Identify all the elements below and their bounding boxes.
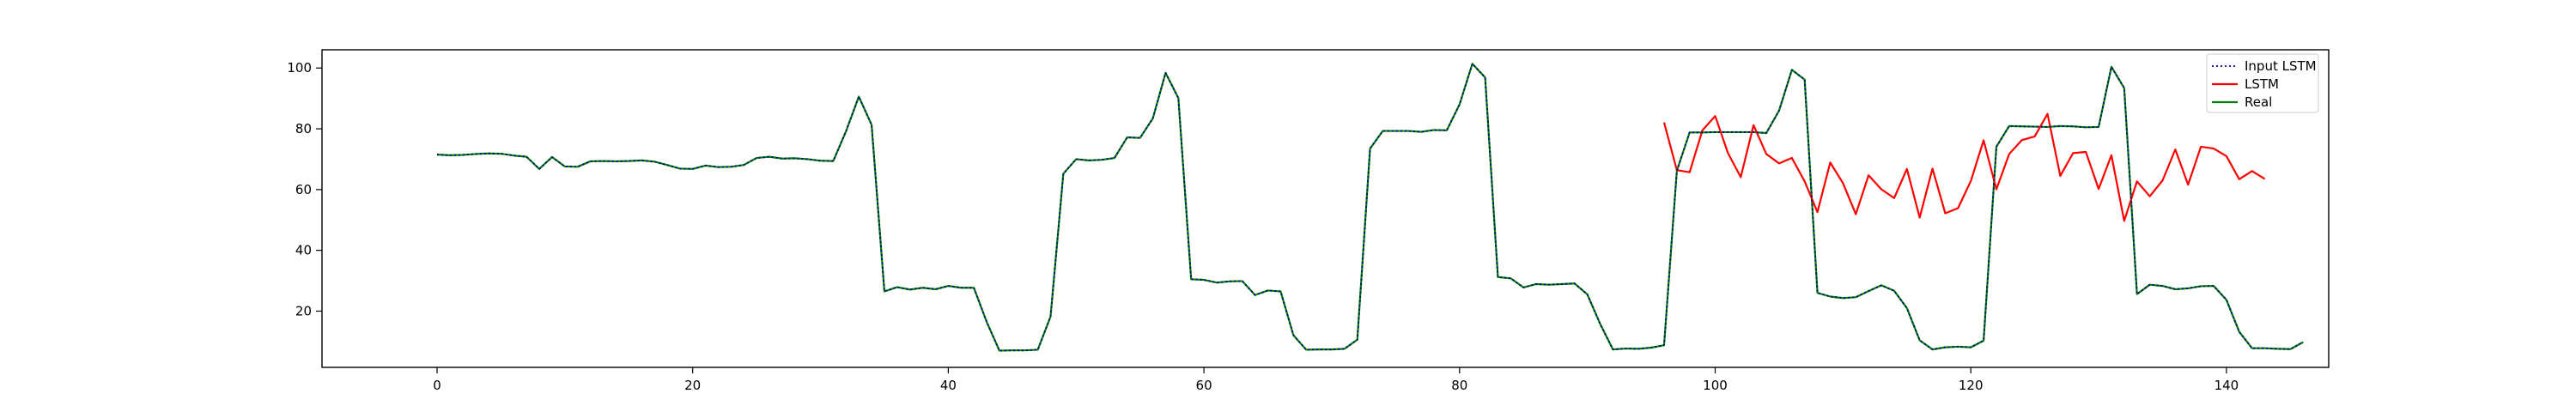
y-tick-label: 100 [287,60,312,76]
plot-frame [321,49,2330,368]
series-line-input-lstm [436,63,2304,352]
legend-box [2206,53,2319,113]
x-tick-label: 140 [2215,378,2239,393]
x-tick-label: 60 [1196,378,1212,393]
x-tick-label: 40 [940,378,957,393]
legend: Input LSTM LSTM Real [2206,53,2319,113]
series-line-real [436,63,2304,352]
legend-label: Real [2245,94,2272,110]
y-tick-label: 60 [295,182,312,197]
y-tick-label: 40 [295,243,312,258]
x-tick-label: 80 [1451,378,1467,393]
series-line-lstm [1662,112,2266,222]
x-tick-label: 0 [433,378,441,393]
legend-label: LSTM [2245,76,2279,92]
series-layer [436,63,2304,352]
x-tick-label: 120 [1959,378,1984,393]
x-tick-label: 100 [1703,378,1728,393]
legend-label: Input LSTM [2245,58,2317,74]
x-tick-label: 20 [684,378,701,393]
y-tick-label: 20 [295,303,312,318]
axes-layer: 0 20 40 60 80 100 120 140 20 40 60 80 100 [287,49,2330,393]
y-tick-label: 80 [295,121,312,136]
